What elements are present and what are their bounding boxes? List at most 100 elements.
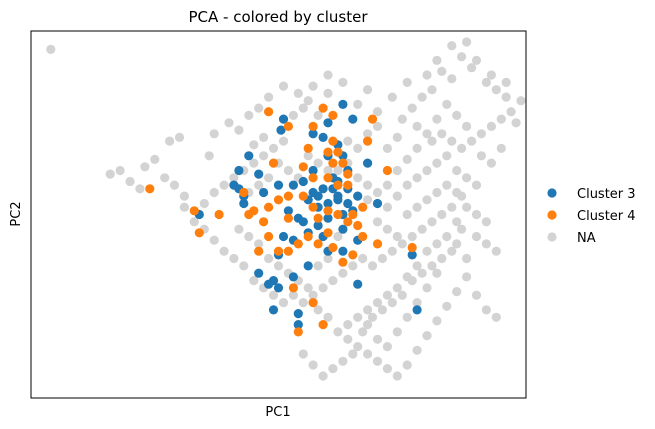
point-na-172 bbox=[125, 176, 135, 187]
point-cluster-4-33 bbox=[348, 250, 358, 260]
point-na-191 bbox=[363, 85, 373, 95]
point-na-152 bbox=[323, 165, 333, 176]
point-na-21 bbox=[392, 132, 402, 142]
point-na-192 bbox=[353, 99, 363, 109]
point-na-0 bbox=[46, 44, 56, 55]
point-na-34 bbox=[496, 143, 506, 153]
point-cluster-4-26 bbox=[333, 209, 343, 220]
point-cluster-4-39 bbox=[264, 231, 274, 242]
point-na-112 bbox=[432, 239, 442, 249]
point-cluster-4-4 bbox=[318, 103, 328, 113]
point-na-212 bbox=[481, 239, 491, 249]
point-na-82 bbox=[219, 246, 229, 256]
point-cluster-3-53 bbox=[363, 158, 373, 168]
point-na-199 bbox=[254, 103, 264, 113]
point-na-156 bbox=[283, 165, 293, 176]
point-na-46 bbox=[372, 187, 383, 198]
point-cluster-4-25 bbox=[323, 206, 333, 216]
point-na-85 bbox=[189, 217, 199, 227]
point-na-196 bbox=[293, 88, 303, 98]
point-na-171 bbox=[135, 184, 145, 194]
point-cluster-4-16 bbox=[343, 180, 353, 190]
point-na-161 bbox=[234, 224, 244, 234]
legend-label-cluster-4: Cluster 4 bbox=[577, 209, 636, 224]
point-cluster-3-37 bbox=[234, 165, 244, 176]
point-na-183 bbox=[447, 41, 457, 51]
point-cluster-3-64 bbox=[308, 187, 318, 198]
point-na-31 bbox=[491, 85, 501, 95]
point-na-201 bbox=[412, 121, 422, 131]
point-na-104 bbox=[432, 187, 442, 198]
point-na-159 bbox=[254, 180, 264, 190]
point-cluster-3-19 bbox=[323, 198, 333, 209]
point-na-205 bbox=[457, 143, 467, 153]
point-cluster-4-13 bbox=[308, 173, 318, 183]
point-na-126 bbox=[372, 356, 383, 366]
point-na-175 bbox=[140, 162, 150, 172]
point-na-170 bbox=[323, 312, 333, 322]
point-cluster-3-63 bbox=[333, 191, 343, 201]
point-cluster-3-62 bbox=[353, 279, 363, 289]
point-na-127 bbox=[382, 364, 392, 374]
point-na-106 bbox=[452, 187, 462, 198]
point-na-228 bbox=[318, 371, 328, 381]
point-cluster-4-57 bbox=[363, 136, 373, 146]
point-na-223 bbox=[367, 312, 378, 322]
point-na-97 bbox=[363, 180, 373, 190]
point-cluster-4-53 bbox=[323, 228, 333, 238]
point-na-174 bbox=[105, 169, 115, 179]
point-na-107 bbox=[462, 202, 472, 212]
point-na-131 bbox=[422, 331, 432, 341]
point-na-133 bbox=[442, 301, 452, 311]
point-cluster-4-24 bbox=[313, 213, 323, 223]
point-na-89 bbox=[219, 180, 229, 190]
point-cluster-4-10 bbox=[338, 158, 348, 168]
point-cluster-4-15 bbox=[333, 180, 343, 190]
point-cluster-4-55 bbox=[382, 165, 392, 176]
point-na-67 bbox=[367, 261, 378, 271]
point-na-73 bbox=[308, 290, 318, 300]
point-na-98 bbox=[372, 217, 383, 227]
point-cluster-4-40 bbox=[259, 217, 269, 227]
point-cluster-3-7 bbox=[318, 132, 328, 142]
point-cluster-3-65 bbox=[298, 217, 308, 227]
point-na-137 bbox=[481, 305, 491, 315]
point-cluster-4-50 bbox=[214, 209, 224, 220]
point-na-12 bbox=[298, 103, 308, 113]
point-na-28 bbox=[457, 52, 467, 62]
point-na-132 bbox=[432, 316, 442, 326]
point-na-44 bbox=[392, 165, 402, 176]
point-cluster-4-47 bbox=[268, 158, 279, 168]
point-na-111 bbox=[442, 231, 452, 242]
point-cluster-4-54 bbox=[358, 202, 368, 212]
point-na-197 bbox=[278, 81, 289, 91]
point-na-226 bbox=[338, 356, 348, 366]
point-cluster-3-39 bbox=[254, 268, 264, 278]
point-na-27 bbox=[447, 74, 457, 84]
point-na-130 bbox=[412, 345, 422, 355]
point-na-4 bbox=[209, 129, 219, 139]
point-na-30 bbox=[481, 77, 491, 87]
point-na-60 bbox=[437, 209, 447, 220]
point-na-139 bbox=[462, 253, 472, 264]
point-na-145 bbox=[392, 327, 402, 337]
point-na-164 bbox=[264, 253, 274, 264]
point-cluster-3-33 bbox=[288, 180, 298, 190]
point-na-20 bbox=[382, 143, 392, 153]
point-na-213 bbox=[491, 246, 501, 256]
point-na-120 bbox=[353, 312, 363, 322]
legend-entry-cluster-3: Cluster 3 bbox=[547, 187, 636, 202]
point-na-47 bbox=[363, 195, 373, 205]
point-na-8 bbox=[259, 132, 269, 142]
point-na-86 bbox=[179, 202, 189, 212]
point-cluster-3-2 bbox=[244, 151, 254, 161]
point-na-151 bbox=[333, 231, 343, 242]
point-cluster-4-32 bbox=[338, 257, 348, 267]
point-na-154 bbox=[303, 151, 313, 161]
point-cluster-3-22 bbox=[353, 191, 363, 201]
point-na-230 bbox=[298, 349, 308, 359]
point-na-96 bbox=[353, 173, 363, 183]
point-na-36 bbox=[476, 151, 486, 161]
point-na-42 bbox=[412, 143, 422, 153]
point-na-22 bbox=[397, 114, 407, 124]
